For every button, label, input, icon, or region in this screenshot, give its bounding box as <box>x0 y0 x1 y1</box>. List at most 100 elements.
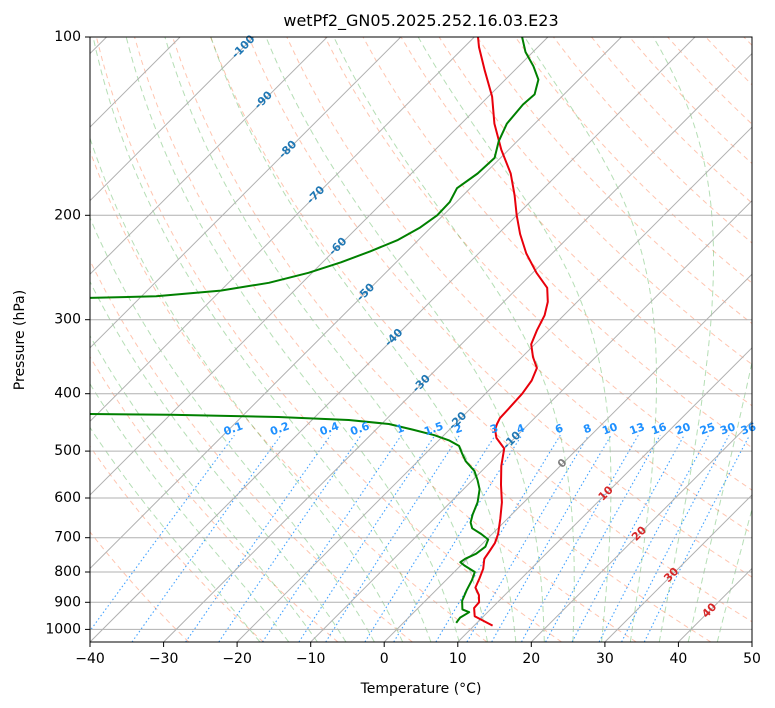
dry-adiabat <box>438 37 752 366</box>
dry-adiabat <box>210 37 752 623</box>
x-tick-label: 20 <box>522 651 540 667</box>
dry-adiabat <box>90 259 413 642</box>
mixing-ratio-line <box>90 434 235 632</box>
moist-adiabat <box>333 37 575 642</box>
dry-adiabat <box>629 37 752 165</box>
moist-adiabat <box>164 37 488 642</box>
x-tick-label: 0 <box>380 651 389 667</box>
mixing-ratio-label: 1 <box>394 421 406 436</box>
dry-adiabat <box>172 37 712 642</box>
mixing-ratio-line <box>598 434 710 642</box>
tick-layer: −40 −30 −20 −10 0 10 20 30 40 5010020030040050060… <box>45 29 761 667</box>
x-tick-label: −10 <box>296 651 326 667</box>
x-tick-label: 30 <box>596 651 614 667</box>
dry-adiabat <box>553 37 752 244</box>
y-tick-label: 200 <box>54 207 81 223</box>
y-axis-label: Pressure (hPa) <box>12 290 28 390</box>
dewpoint-line <box>90 37 540 624</box>
dry-adiabat <box>90 355 339 642</box>
y-tick-label: 800 <box>54 564 81 580</box>
x-tick-label: 50 <box>743 651 761 667</box>
temperature-line <box>473 37 549 627</box>
mixing-ratio-line <box>325 434 460 642</box>
mixing-ratio-label: 6 <box>553 421 565 436</box>
isotherm <box>90 37 549 496</box>
mixing-ratio-label: 8 <box>582 421 594 436</box>
mixing-ratio-label: 4 <box>515 421 527 436</box>
moist-adiabat <box>210 37 517 642</box>
x-tick-label: −20 <box>222 651 252 667</box>
mixing-ratio-label: 25 <box>698 420 717 437</box>
dry-adiabat <box>514 37 752 284</box>
isotherm <box>90 37 475 423</box>
mixing-ratio-line <box>262 434 402 642</box>
mixing-ratio-line <box>491 434 612 642</box>
y-tick-label: 500 <box>54 443 81 459</box>
moist-adiabat <box>716 507 752 642</box>
dry-adiabat <box>591 37 752 204</box>
isotherm <box>236 126 752 642</box>
mixing-ratio-line <box>435 434 561 642</box>
isotherm <box>310 199 752 642</box>
isotherm <box>163 52 752 642</box>
moist-adiabat <box>687 359 752 642</box>
mixing-ratio-line <box>643 434 751 642</box>
series-layer <box>90 37 549 627</box>
isotherm <box>457 347 752 642</box>
moist-adiabat <box>90 280 347 642</box>
mixing-ratio-line <box>466 434 590 642</box>
mixing-ratio-line <box>364 434 496 642</box>
x-tick-label: 40 <box>669 651 687 667</box>
mixing-ratio-label: 1.5 <box>422 419 445 438</box>
x-tick-label: −40 <box>75 651 105 667</box>
moist-adiabat <box>92 37 432 642</box>
y-tick-label: 900 <box>54 594 81 610</box>
mixing-ratio-label: 2 <box>452 421 464 436</box>
mixing-ratio-label: 20 <box>674 420 693 438</box>
mixing-ratio-label: 0.2 <box>268 419 291 438</box>
isotherm <box>604 494 752 642</box>
dry-adiabat <box>90 445 264 642</box>
mixing-ratio-label: 0.6 <box>349 419 372 438</box>
y-tick-label: 600 <box>54 490 81 506</box>
mixing-ratio-label: 36 <box>739 420 758 438</box>
mixing-ratio-label: 0.4 <box>318 419 341 438</box>
isotherm <box>90 37 696 642</box>
moist-adiabat <box>90 382 290 642</box>
mixing-ratio-label: 3 <box>488 421 500 436</box>
moist-adiabat <box>90 136 404 642</box>
isotherm <box>678 567 752 642</box>
isotherm <box>90 37 402 349</box>
mixing-ratio-line <box>571 434 685 642</box>
moist-adiabat <box>90 426 261 642</box>
moist-adiabat <box>652 37 714 642</box>
moist-adiabat <box>90 216 375 642</box>
dry-adiabat <box>90 531 190 642</box>
dry-adiabat <box>743 37 752 47</box>
moist-adiabat <box>90 334 318 642</box>
dry-adiabat <box>248 37 752 578</box>
mixing-ratio-line <box>621 434 730 642</box>
plot-frame <box>89 36 753 643</box>
y-tick-label: 100 <box>54 29 81 45</box>
dry-adiabat <box>95 37 562 642</box>
chart-title: wetPf2_GN05.2025.252.16.03.E23 <box>283 11 558 31</box>
x-axis-label: Temperature (°C) <box>360 681 482 697</box>
isotherm <box>90 37 328 275</box>
moist-adiabat <box>265 37 545 642</box>
mixing-ratio-label: 0.1 <box>222 419 245 438</box>
mixing-ratio-label: 10 <box>600 420 619 438</box>
mixing-ratio-line <box>185 434 331 642</box>
y-tick-label: 300 <box>54 312 81 328</box>
mixing-ratio-line <box>545 434 661 642</box>
isopleth-label-layer: 0.1 0.2 0.4 0.6 1 1.5 2 3 4 6 8 10 13 16 20 25 30 36-100-… <box>222 32 758 620</box>
y-tick-label: 1000 <box>45 621 81 637</box>
dry-adiabat <box>90 149 488 642</box>
x-tick-label: 10 <box>449 651 467 667</box>
isotherm <box>751 641 752 642</box>
isotherm <box>90 37 255 202</box>
mixing-ratio-label: 16 <box>650 420 669 438</box>
dry-adiabat <box>476 37 752 325</box>
isotherm <box>90 37 622 570</box>
